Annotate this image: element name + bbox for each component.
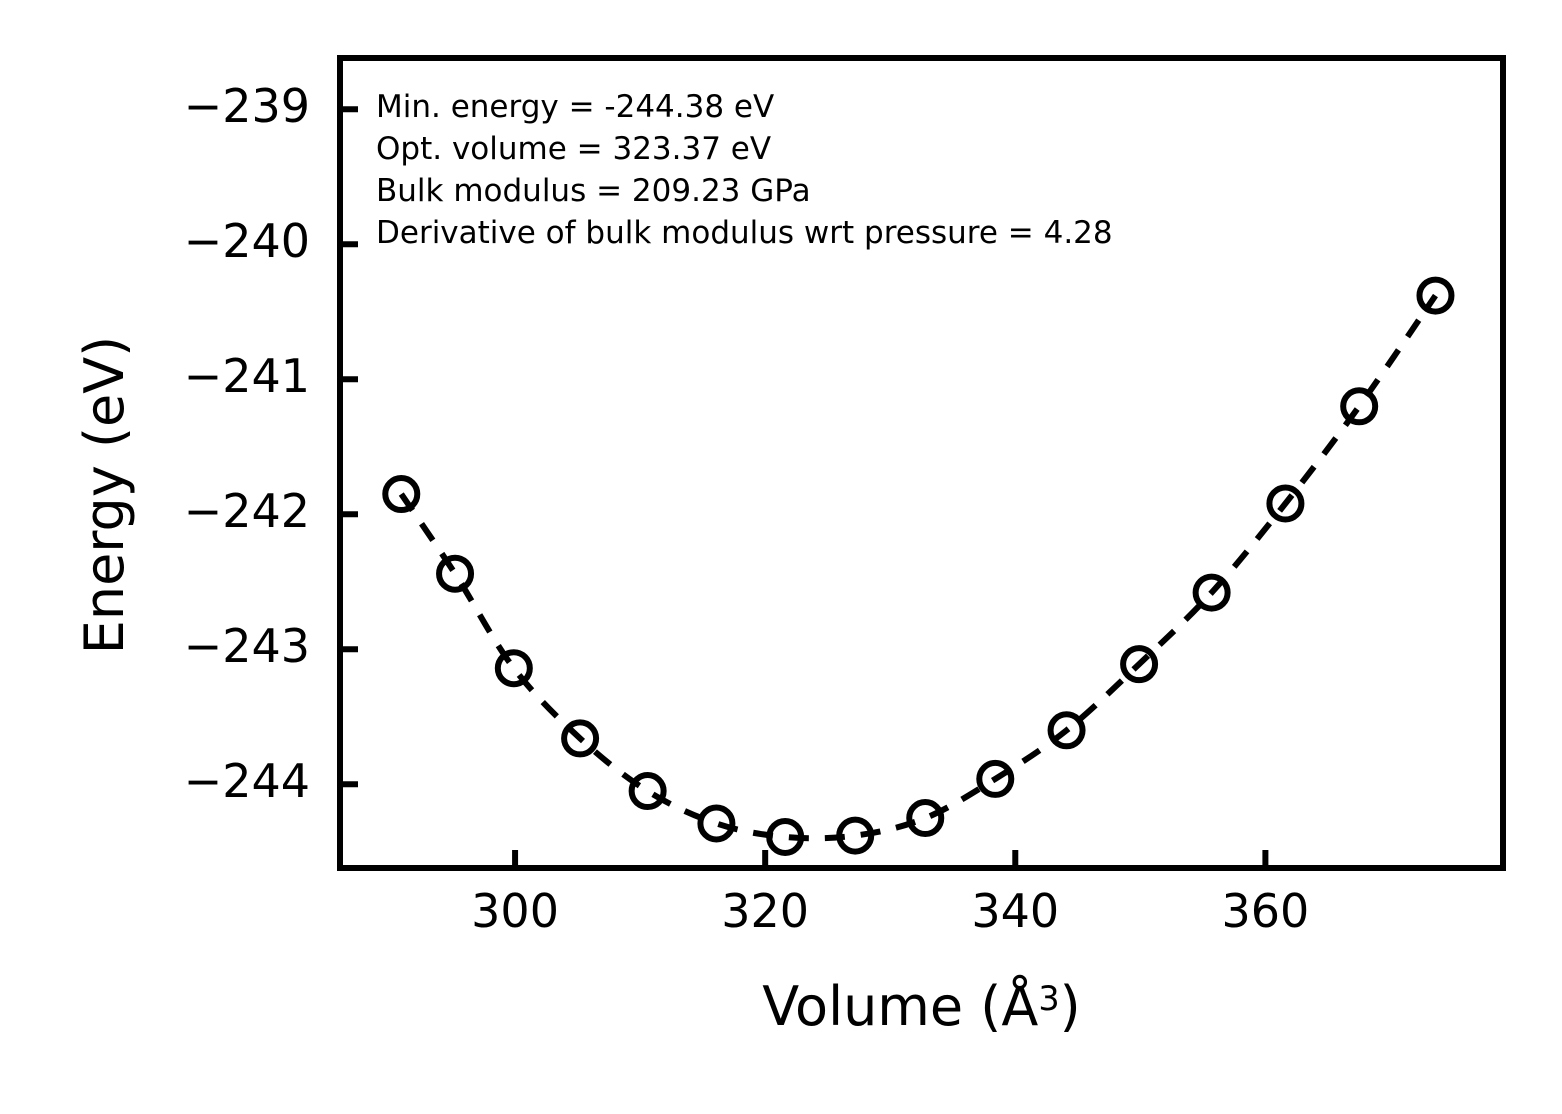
data-point-marker bbox=[836, 816, 875, 855]
x-tick-label: 320 bbox=[721, 884, 810, 938]
x-tick-label: 360 bbox=[1221, 884, 1310, 938]
eos-data-markers bbox=[382, 276, 1455, 856]
x-axis-ticks bbox=[512, 850, 1269, 868]
data-point-marker bbox=[1047, 711, 1086, 750]
annotation-line-bulk-modulus-derivative: Derivative of bulk modulus wrt pressure … bbox=[376, 215, 1113, 251]
annotation-line-min-energy: Min. energy = -244.38 eV bbox=[376, 89, 775, 125]
data-point-marker bbox=[1192, 573, 1231, 612]
x-tick-label: 300 bbox=[471, 884, 559, 938]
data-point-marker bbox=[1120, 645, 1159, 684]
fit-results-annotation: Min. energy = -244.38 eV Opt. volume = 3… bbox=[376, 86, 1113, 254]
x-axis-label-exponent: 3 bbox=[1038, 978, 1060, 1018]
data-point-marker bbox=[1340, 387, 1379, 426]
data-point-marker bbox=[494, 649, 533, 688]
x-axis-label-base: Volume (Å bbox=[762, 975, 1039, 1038]
data-point-marker bbox=[976, 759, 1015, 798]
annotation-line-bulk-modulus: Bulk modulus = 209.23 GPa bbox=[376, 173, 811, 209]
data-point-marker bbox=[1266, 484, 1305, 523]
x-axis-label-close: ) bbox=[1059, 975, 1081, 1038]
eos-curve bbox=[398, 293, 1438, 842]
data-point-marker bbox=[628, 772, 667, 811]
x-axis-label: Volume (Å3) bbox=[340, 975, 1503, 1038]
data-point-marker bbox=[561, 719, 600, 758]
data-point-marker bbox=[436, 554, 475, 593]
y-tick-label: −244 bbox=[183, 754, 310, 809]
annotation-line-opt-volume: Opt. volume = 323.37 eV bbox=[376, 131, 772, 167]
data-point-marker bbox=[766, 817, 805, 856]
y-tick-label: −241 bbox=[183, 349, 310, 404]
y-tick-label: −242 bbox=[183, 484, 310, 539]
y-tick-label: −240 bbox=[183, 214, 310, 269]
data-point-marker bbox=[382, 475, 421, 514]
y-tick-label: −239 bbox=[183, 79, 310, 134]
data-point-marker bbox=[1416, 276, 1455, 315]
data-point-marker bbox=[906, 799, 945, 838]
y-axis-ticks bbox=[340, 106, 358, 788]
y-tick-label: −243 bbox=[183, 619, 310, 674]
x-tick-label: 340 bbox=[971, 884, 1060, 938]
data-point-marker bbox=[697, 804, 736, 843]
axes-frame bbox=[337, 55, 1506, 871]
